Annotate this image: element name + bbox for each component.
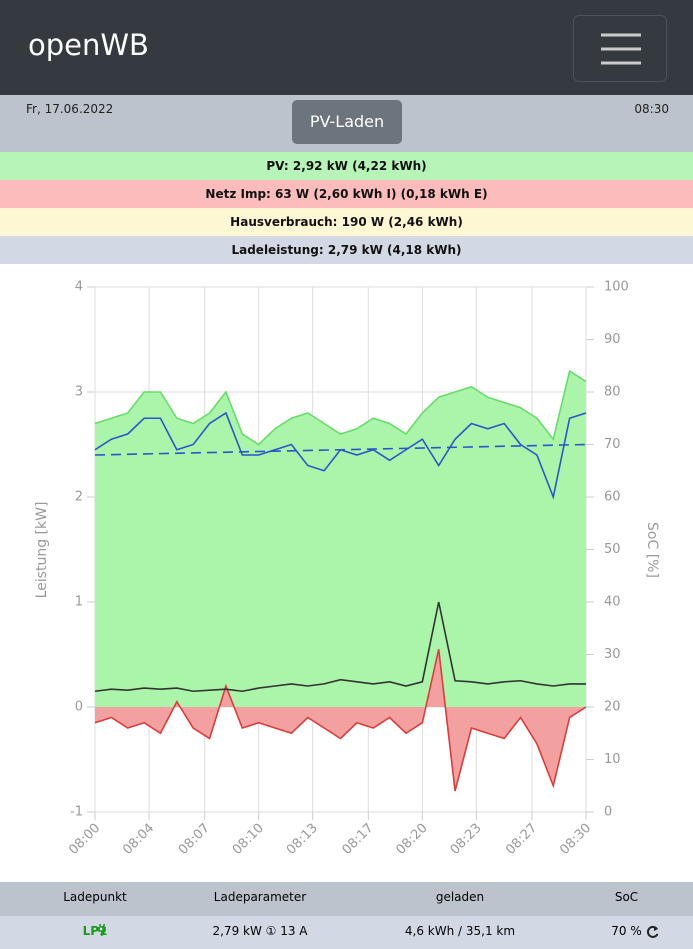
table-cell: 70 % [611,924,642,938]
x-tick-label: 08:30 [557,821,594,858]
grid-row: Netz Imp: 63 W (2,60 kWh I) (0,18 kWh E) [0,180,693,208]
table-cell: 4,6 kWh / 35,1 km [404,924,516,938]
y2-tick-label: 40 [604,595,621,610]
house-row: Hausverbrauch: 190 W (2,46 kWh) [0,208,693,236]
y-tick-label: -1 [70,805,83,820]
y2-tick-label: 20 [604,700,621,715]
series-line [94,601,586,693]
pv-row: PV: 2,92 kW (4,22 kWh) [0,152,693,180]
y2-tick-label: 30 [604,647,621,662]
y-tick-label: 4 [75,280,83,295]
table-row [0,916,693,949]
chart: Leistung [kW] SoC [%] -10123401020304050… [34,280,660,858]
table-cell: Ladeparameter [213,890,307,904]
charge-row: Ladeleistung: 2,79 kW (4,18 kWh) [0,236,693,264]
y-tick-label: 3 [75,385,83,400]
series-line [94,443,587,456]
x-tick-label: 08:13 [284,821,321,858]
y2-tick-label: 50 [604,542,621,557]
y2-tick-label: 60 [604,490,621,505]
x-tick-label: 08:23 [448,821,485,858]
y2-axis-label: SoC [%] [644,522,660,578]
table-cell: 2,79 kW ① 13 A [212,924,308,938]
table-cell: Ladepunkt [63,890,127,904]
table-header [0,882,693,916]
menu-icon [601,33,641,65]
series-area [95,649,586,791]
refresh-icon[interactable] [646,925,660,939]
y2-tick-label: 100 [604,280,629,295]
x-tick-label: 08:07 [176,821,213,858]
time: 08:30 [634,102,669,116]
x-tick-label: 08:00 [66,821,103,858]
y-axis-label: Leistung [kW] [34,502,50,599]
y2-tick-label: 80 [604,385,621,400]
series-area [95,371,586,707]
navbar: openWB [0,0,693,95]
plug-icon [98,924,106,936]
x-tick-label: 08:27 [503,821,540,858]
y2-tick-label: 10 [604,752,621,767]
series-line [94,369,587,446]
brand[interactable]: openWB [28,28,149,62]
y-tick-label: 1 [75,595,83,610]
table-cell: LP1 [82,924,108,938]
date: Fr, 17.06.2022 [26,102,114,116]
y-tick-label: 0 [75,700,83,715]
mode-button[interactable]: PV-Laden [292,100,402,144]
x-tick-label: 08:20 [394,821,431,858]
x-tick-label: 08:17 [340,821,377,858]
menu-button[interactable] [573,15,667,82]
y2-tick-label: 70 [604,437,621,452]
series-line [94,649,587,792]
x-tick-label: 08:04 [120,821,157,858]
status-bar: Fr, 17.06.2022 08:30 PV-Laden [0,95,693,152]
x-tick-label: 08:10 [230,821,267,858]
table-cell: geladen [435,890,485,904]
y-tick-label: 2 [75,490,83,505]
table-cell: SoC [614,890,639,904]
y2-tick-label: 90 [604,332,621,347]
y2-tick-label: 0 [604,805,612,820]
